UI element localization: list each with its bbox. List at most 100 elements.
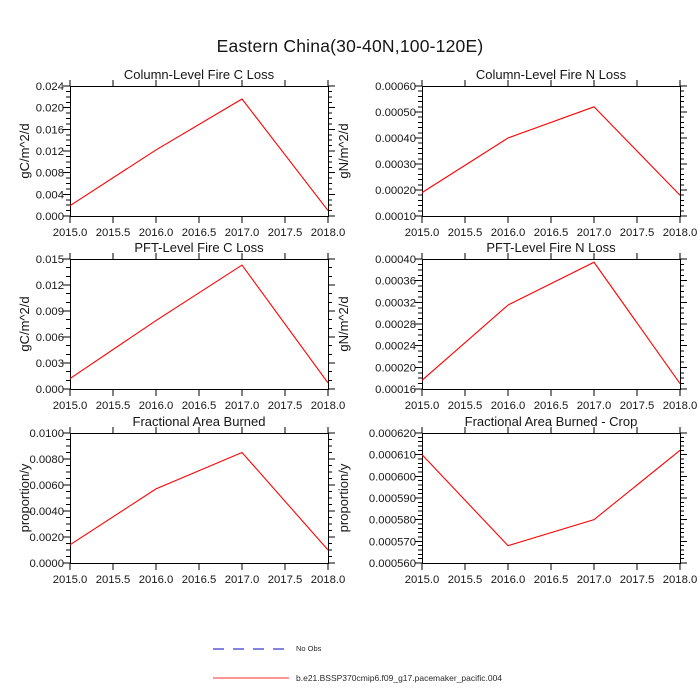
plot-frame [422, 259, 681, 390]
x-tick-label: 2017.0 [577, 400, 612, 412]
ticks [63, 80, 335, 223]
y-tick-label: 0.016 [36, 124, 64, 136]
y-tick-label: 0.0060 [29, 480, 64, 492]
ticks [415, 427, 687, 570]
x-tick-label: 2015.5 [448, 574, 483, 586]
chart-title: Column-Level Fire C Loss [124, 67, 275, 82]
series-line [421, 106, 681, 196]
y-tick-label: 0.0020 [29, 532, 64, 544]
plot-frame [70, 259, 329, 390]
y-tick-label: 0.000620 [369, 428, 416, 440]
y-tick-label: 0.004 [36, 189, 64, 201]
x-tick-label: 2018.0 [311, 400, 346, 412]
chart-title: Column-Level Fire N Loss [476, 67, 627, 82]
y-tick-label: 0.00040 [375, 133, 416, 145]
chart-panel-6: Fractional Area Burned - Crop proportion/… [336, 414, 697, 586]
x-tick-label: 2016.0 [491, 574, 526, 586]
y-tick-label: 0.012 [36, 146, 64, 158]
chart-panel-5: Fractional Area Burned proportion/y 2015.0… [17, 414, 345, 586]
ticks [415, 80, 687, 223]
chart-panel-2: Column-Level Fire N Loss gN/m^2/d 2015.0 20… [336, 67, 697, 239]
y-tick-label: 0.000590 [369, 493, 416, 505]
y-axis-label: gC/m^2/d [17, 296, 32, 351]
y-tick-label: 0.000610 [369, 450, 416, 462]
x-tick-label: 2017.5 [268, 400, 303, 412]
x-tick-label: 2016.5 [182, 400, 217, 412]
y-tick-label: 0.0080 [29, 454, 64, 466]
ticks [63, 253, 335, 396]
chart-title: Fractional Area Burned - Crop [465, 414, 638, 429]
x-tick-label: 2015.5 [96, 227, 131, 239]
figure-title: Eastern China(30-40N,100-120E) [216, 36, 484, 56]
y-axis-label: gN/m^2/d [336, 123, 351, 178]
chart-title: PFT-Level Fire C Loss [134, 240, 264, 255]
x-tick-label: 2017.5 [620, 400, 655, 412]
y-tick-label: 0.0100 [29, 428, 64, 440]
y-tick-label: 0.00030 [375, 159, 416, 171]
series-line [69, 264, 329, 384]
y-axis-label: gC/m^2/d [17, 123, 32, 178]
x-tick-label: 2015.5 [448, 227, 483, 239]
series-line [69, 451, 329, 551]
x-tick-label: 2016.0 [139, 227, 174, 239]
x-tick-label: 2015.0 [53, 574, 88, 586]
y-tick-label: 0.00016 [375, 384, 416, 396]
x-tick-label: 2017.5 [620, 574, 655, 586]
x-tick-label: 2018.0 [663, 227, 698, 239]
x-tick-label: 2018.0 [311, 227, 346, 239]
x-tick-label: 2017.5 [620, 227, 655, 239]
y-tick-label: 0.008 [36, 168, 64, 180]
series-line [421, 261, 681, 384]
y-tick-label: 0.00036 [375, 276, 416, 288]
x-tick-label: 2016.5 [182, 574, 217, 586]
y-tick-label: 0.012 [36, 280, 64, 292]
chart-title: Fractional Area Burned [133, 414, 266, 429]
x-tick-label: 2015.0 [53, 227, 88, 239]
y-tick-label: 0.00020 [375, 185, 416, 197]
y-tick-label: 0.000580 [369, 515, 416, 527]
x-tick-label: 2015.5 [96, 574, 131, 586]
ticks [415, 253, 687, 396]
plot-frame [422, 86, 681, 217]
y-tick-label: 0.000560 [369, 558, 416, 570]
x-tick-label: 2017.0 [225, 574, 260, 586]
x-tick-label: 2015.0 [405, 400, 440, 412]
y-axis-label: proportion/y [17, 463, 32, 532]
series-line [69, 98, 329, 211]
chart-panel-4: PFT-Level Fire N Loss gN/m^2/d 2015.0 2015.… [336, 240, 697, 412]
x-tick-label: 2016.5 [534, 400, 569, 412]
x-tick-label: 2016.5 [534, 574, 569, 586]
chart-title: PFT-Level Fire N Loss [486, 240, 616, 255]
y-tick-label: 0.0000 [29, 558, 64, 570]
x-tick-label: 2016.0 [491, 227, 526, 239]
x-tick-label: 2017.0 [577, 227, 612, 239]
x-tick-label: 2018.0 [663, 574, 698, 586]
x-tick-label: 2016.0 [139, 574, 174, 586]
y-axis-label: proportion/y [336, 463, 351, 532]
chart-panel-3: PFT-Level Fire C Loss gC/m^2/d 2015.0 2015.… [17, 240, 345, 412]
y-axis-label: gN/m^2/d [336, 296, 351, 351]
ticks [63, 427, 335, 570]
y-tick-label: 0.00020 [375, 362, 416, 374]
plot-frame [422, 433, 681, 564]
plot-frame [70, 433, 329, 564]
x-tick-label: 2015.5 [448, 400, 483, 412]
y-tick-label: 0.009 [36, 306, 64, 318]
x-tick-label: 2015.0 [405, 574, 440, 586]
y-tick-label: 0.00024 [375, 341, 416, 353]
y-tick-label: 0.024 [36, 81, 64, 93]
series-line [421, 449, 681, 547]
x-tick-label: 2018.0 [663, 400, 698, 412]
x-tick-label: 2016.5 [534, 227, 569, 239]
x-tick-label: 2018.0 [311, 574, 346, 586]
plot-frame [70, 86, 329, 217]
y-tick-label: 0.003 [36, 358, 64, 370]
y-tick-label: 0.015 [36, 254, 64, 266]
x-tick-label: 2015.0 [53, 400, 88, 412]
y-tick-label: 0.00050 [375, 107, 416, 119]
y-tick-label: 0.00060 [375, 81, 416, 93]
x-tick-label: 2015.5 [96, 400, 131, 412]
x-tick-label: 2017.0 [577, 574, 612, 586]
x-tick-label: 2017.5 [268, 574, 303, 586]
